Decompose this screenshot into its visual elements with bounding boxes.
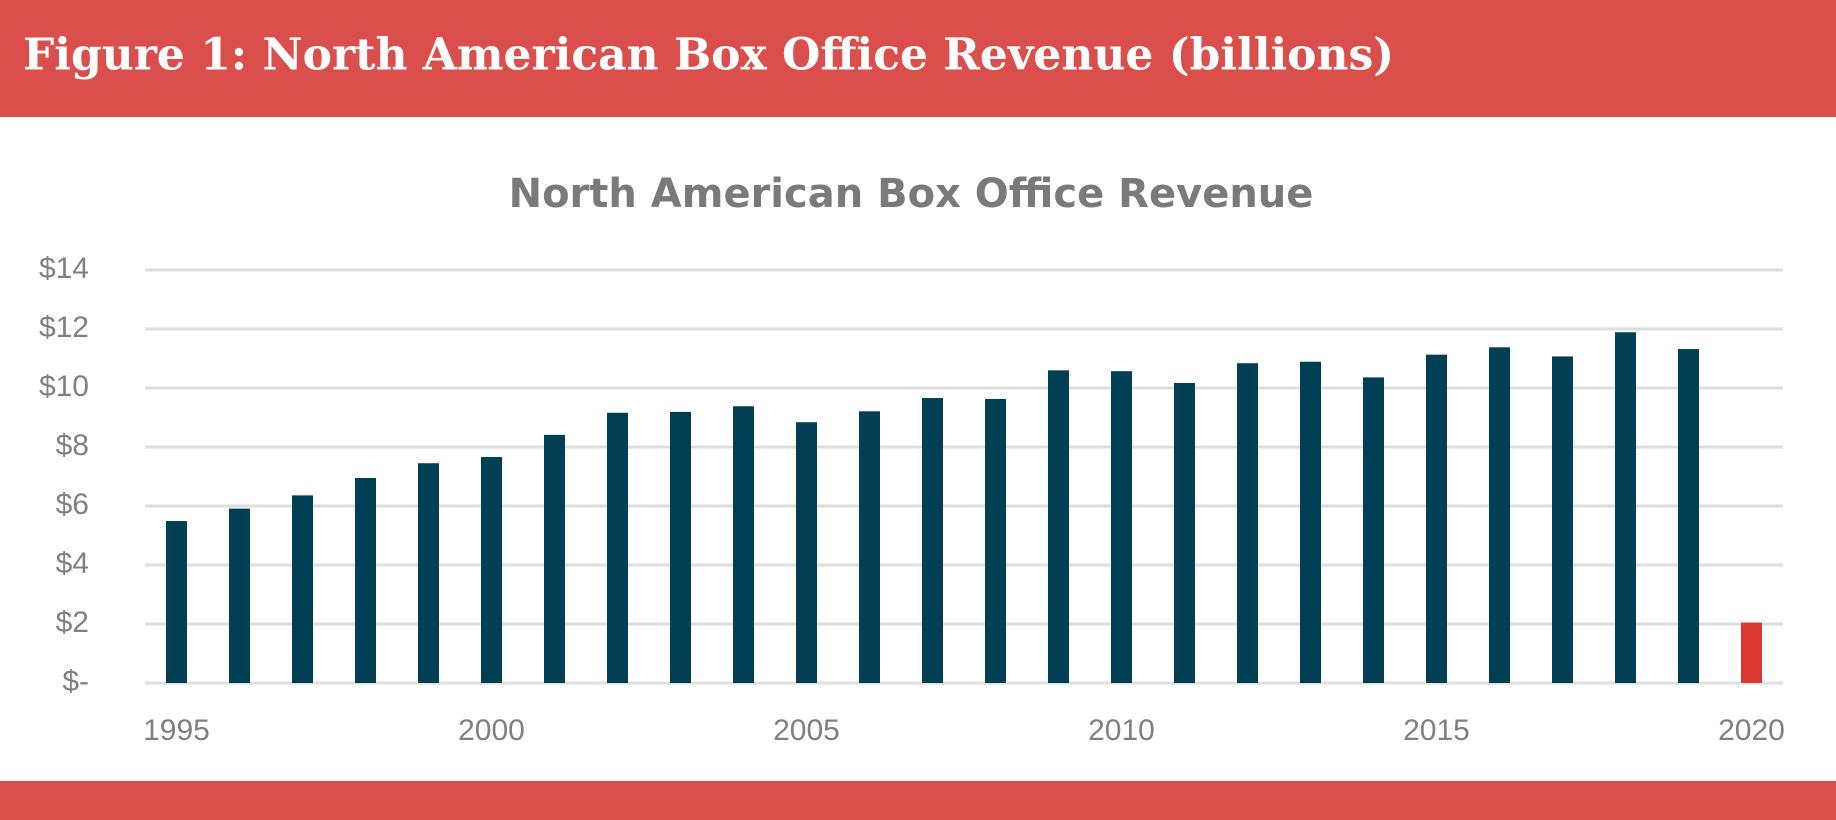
x-tick-label: 2020: [1718, 714, 1785, 747]
bar: [1111, 371, 1132, 683]
bar: [859, 411, 880, 683]
bar: [355, 477, 376, 683]
y-tick-label: $4: [56, 547, 89, 580]
bar: [607, 412, 628, 683]
bar: [1741, 622, 1762, 683]
bar: [418, 463, 439, 683]
bar: [670, 411, 691, 683]
bar: [1678, 349, 1699, 683]
bar: [922, 398, 943, 683]
bar: [544, 434, 565, 683]
bar: [1048, 370, 1069, 683]
bar: [1363, 377, 1384, 683]
x-tick-label: 2010: [1088, 714, 1155, 747]
chart-title: North American Box Office Revenue: [509, 171, 1314, 217]
y-tick-label: $8: [56, 429, 89, 462]
footer-band: [0, 781, 1836, 820]
bar: [229, 508, 250, 683]
y-tick-label: $10: [39, 370, 89, 403]
bar: [481, 457, 502, 683]
x-tick-label: 2015: [1403, 714, 1470, 747]
bar: [1489, 347, 1510, 683]
y-tick-label: $-: [62, 665, 89, 698]
figure-title: Figure 1: North American Box Office Reve…: [23, 30, 1394, 81]
y-tick-label: $14: [39, 252, 89, 285]
bar: [1426, 354, 1447, 683]
bar: [985, 398, 1006, 683]
header-band: [0, 0, 1836, 117]
bar: [733, 406, 754, 683]
y-tick-label: $6: [56, 488, 89, 521]
bar: [1552, 356, 1573, 683]
x-tick-label: 2005: [773, 714, 840, 747]
y-tick-label: $12: [39, 311, 89, 344]
bar: [166, 521, 187, 683]
bar: [1615, 332, 1636, 683]
bar: [1174, 382, 1195, 683]
x-tick-label: 2000: [458, 714, 525, 747]
x-tick-label: 1995: [143, 714, 210, 747]
bar: [1300, 361, 1321, 683]
bar: [292, 495, 313, 683]
bar: [1237, 363, 1258, 683]
y-tick-label: $2: [56, 606, 89, 639]
bar: [796, 422, 817, 683]
